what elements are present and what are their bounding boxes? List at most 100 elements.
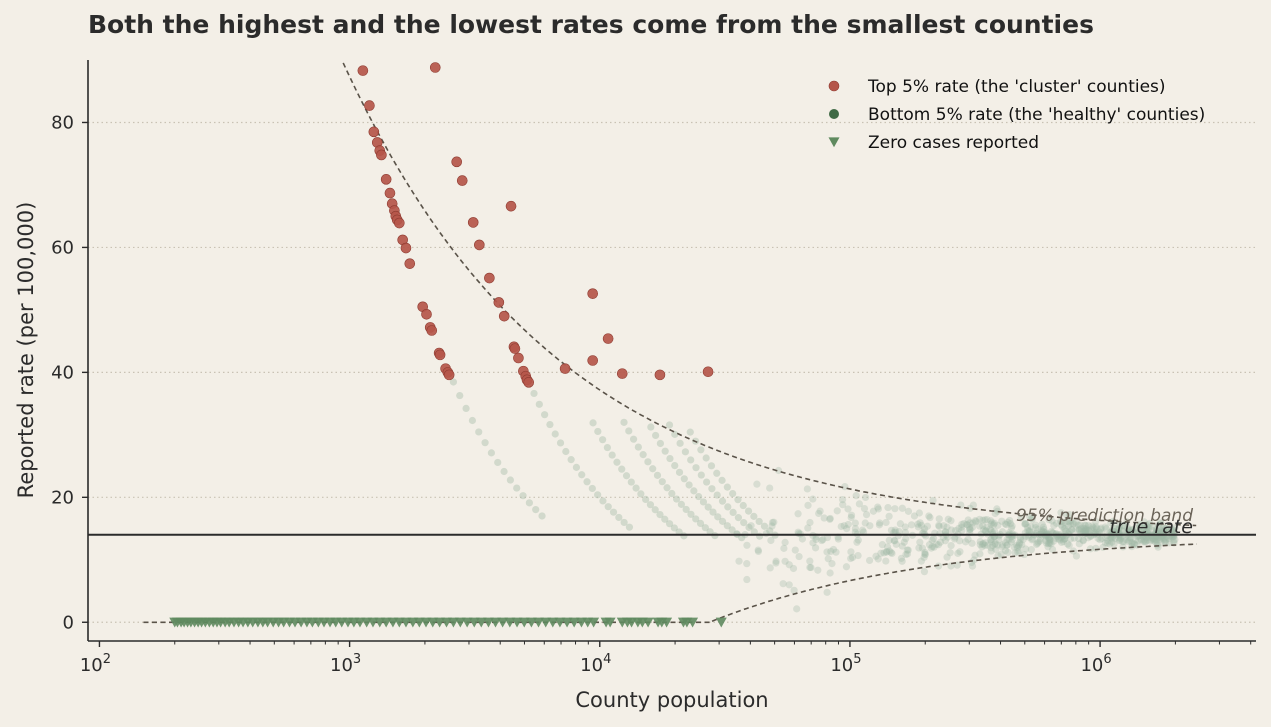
faint-point (1013, 544, 1022, 552)
faint-point (902, 550, 910, 559)
faint-point (1003, 541, 1011, 549)
faint-point (670, 524, 678, 532)
faint-point (1119, 538, 1127, 546)
faint-point (1006, 516, 1014, 525)
faint-point (755, 517, 763, 526)
faint-point (1140, 525, 1148, 533)
faint-point (656, 510, 664, 519)
faint-point (1044, 540, 1052, 548)
zero-case-marker (642, 617, 654, 628)
legend-label: Zero cases reported (868, 133, 1039, 153)
faint-point (1141, 522, 1149, 530)
faint-point (583, 478, 591, 486)
faint-point (729, 508, 737, 517)
y-tick-label: 20 (51, 487, 74, 508)
faint-point (1092, 523, 1100, 531)
faint-point (1116, 534, 1125, 543)
faint-point (862, 510, 871, 519)
faint-point (1064, 540, 1072, 548)
faint-point (987, 520, 995, 528)
faint-point (1066, 528, 1074, 536)
faint-point (943, 553, 951, 561)
faint-point (914, 520, 922, 528)
faint-point (968, 539, 976, 547)
faint-point (649, 465, 657, 473)
faint-point (983, 541, 992, 549)
faint-point (695, 492, 703, 501)
faint-point (1142, 525, 1150, 533)
faint-point (1136, 523, 1144, 531)
faint-point (809, 539, 817, 547)
faint-point (680, 532, 688, 540)
faint-point (1085, 526, 1093, 534)
faint-point (1137, 535, 1145, 543)
faint-point (1015, 539, 1023, 547)
faint-point (878, 541, 886, 549)
top-rate-point (380, 174, 392, 185)
faint-point (823, 588, 831, 596)
faint-point (756, 532, 764, 540)
faint-point (656, 439, 664, 448)
faint-point (898, 504, 906, 512)
faint-point (1032, 521, 1040, 529)
y-tick-label: 40 (51, 362, 74, 383)
faint-point (651, 506, 659, 514)
faint-point (904, 507, 913, 515)
faint-point (966, 525, 974, 534)
true-rate-layer: true rate (88, 516, 1256, 538)
faint-point (929, 496, 937, 505)
faint-point (983, 515, 991, 524)
faint-point (627, 478, 635, 486)
faint-point (1046, 536, 1054, 544)
faint-point (940, 522, 948, 530)
faint-point (897, 554, 905, 562)
top-rate-point (602, 333, 614, 344)
zero-case-marker (525, 617, 537, 628)
faint-point (718, 497, 727, 505)
faint-point (921, 548, 929, 557)
faint-point (814, 566, 822, 574)
faint-point (874, 555, 882, 563)
faint-point (747, 522, 755, 530)
faint-point (766, 527, 774, 535)
faint-point (589, 419, 597, 427)
faint-point (891, 526, 899, 534)
faint-point (998, 541, 1007, 549)
faint-point (1160, 528, 1168, 536)
faint-point (987, 544, 995, 552)
faint-point (990, 519, 999, 527)
faint-point (970, 556, 978, 564)
faint-point (713, 469, 721, 477)
faint-point (860, 504, 869, 513)
faint-point (935, 521, 943, 529)
faint-point (681, 448, 690, 456)
faint-point (861, 519, 869, 527)
faint-point (637, 490, 645, 498)
faint-point (1109, 524, 1118, 532)
zero-case-marker (518, 617, 530, 628)
faint-point (932, 540, 941, 548)
faint-point (1060, 518, 1068, 526)
faint-point (888, 549, 896, 558)
faint-point (795, 552, 803, 561)
faint-point (1067, 520, 1075, 528)
faint-point (842, 563, 851, 571)
faint-point (1059, 537, 1068, 546)
faint-point (826, 569, 834, 577)
faint-point (1118, 522, 1126, 530)
top-rate-point (467, 217, 479, 228)
faint-point (690, 487, 698, 495)
top-rate-point (505, 200, 517, 212)
faint-point (462, 404, 470, 413)
zero-case-marker (497, 617, 509, 628)
faint-point (858, 526, 867, 534)
faint-point (734, 496, 742, 504)
faint-point (1058, 518, 1066, 526)
faint-point (926, 513, 934, 522)
faint-point (840, 522, 848, 530)
faint-point (1111, 534, 1119, 543)
zero-case-marker (533, 617, 545, 628)
faint-point (976, 515, 984, 523)
faint-point (556, 439, 565, 447)
